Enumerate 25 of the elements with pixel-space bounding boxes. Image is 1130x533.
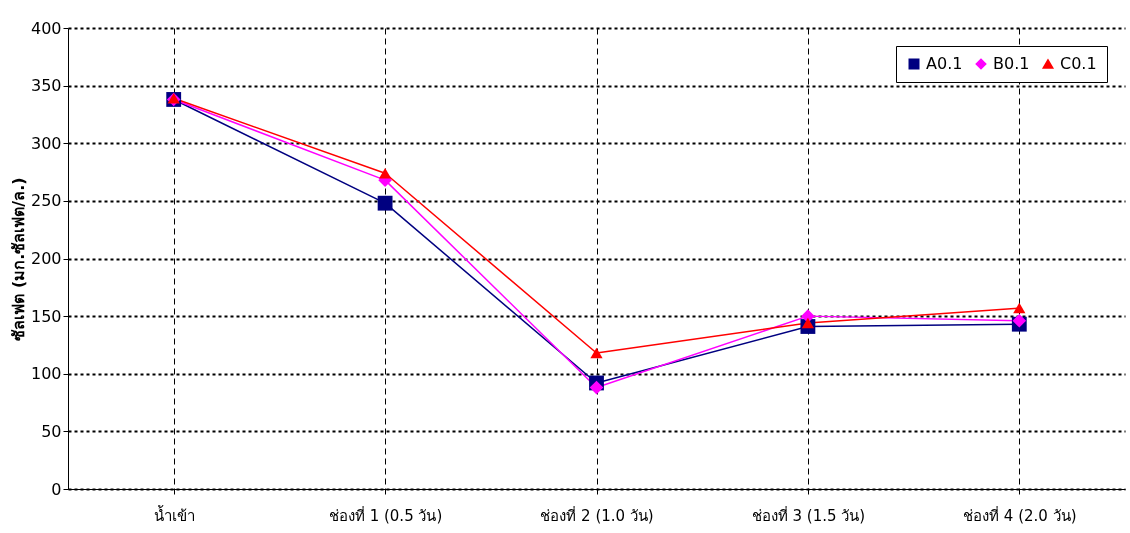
legend-label: A0.1 <box>926 54 963 73</box>
point <box>378 167 392 179</box>
point <box>377 195 393 211</box>
x-tick-label: ช่องที่ 1 (0.5 วัน) <box>328 504 443 525</box>
y-axis-title: ซัลเฟต (มก.ซัลเฟต/ล.) <box>8 177 28 341</box>
point <box>801 317 815 329</box>
x-tick-label: ช่องที่ 2 (1.0 วัน) <box>540 504 654 525</box>
legend-label: C0.1 <box>1060 54 1097 73</box>
point <box>590 347 603 359</box>
y-tick-label: 200 <box>30 249 62 268</box>
x-tick-label: น้ำเข้า <box>153 504 195 525</box>
point <box>1013 302 1026 314</box>
y-tick-label: 50 <box>41 421 62 441</box>
legend-label: B0.1 <box>993 54 1030 73</box>
y-tick-label: 150 <box>30 306 62 326</box>
x-tick-label: ช่องที่ 4 (2.0 วัน) <box>963 504 1077 525</box>
point <box>589 380 604 395</box>
y-tick-label: 350 <box>30 76 62 96</box>
y-tick-label: 0 <box>51 479 62 499</box>
y-tick-label: 100 <box>30 364 62 384</box>
point <box>1012 313 1027 328</box>
y-tick-label: 250 <box>30 191 62 211</box>
x-tick-label: ช่องที่ 3 (1.5 วัน) <box>751 504 866 525</box>
y-tick-label: 400 <box>30 18 62 38</box>
y-tick-label: 300 <box>30 133 62 153</box>
